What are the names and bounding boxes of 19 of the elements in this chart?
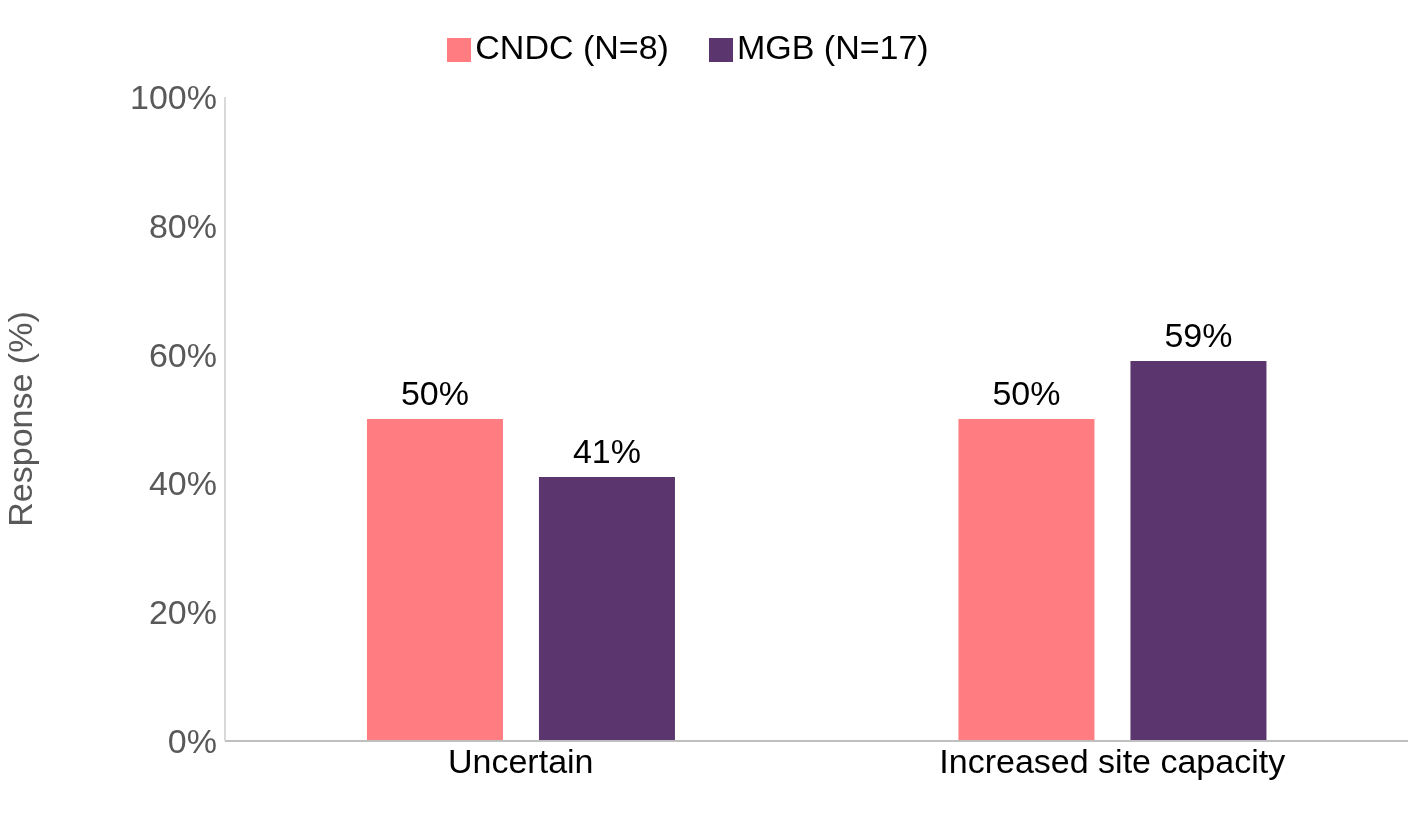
bar xyxy=(366,419,503,741)
y-tick-label: 0% xyxy=(167,722,217,761)
bar xyxy=(1130,361,1267,741)
y-tick-label: 100% xyxy=(130,78,217,117)
y-tick-label: 20% xyxy=(148,593,217,632)
data-label: 50% xyxy=(400,374,469,412)
legend-label: CNDC (N=8) xyxy=(475,28,669,66)
y-tick-label: 40% xyxy=(148,464,217,503)
bar xyxy=(538,476,675,741)
bar xyxy=(958,419,1095,741)
y-axis-title: Response (%) xyxy=(1,311,40,527)
data-label: 59% xyxy=(1164,316,1233,355)
data-label: 50% xyxy=(992,374,1061,412)
legend-label: MGB (N=17) xyxy=(736,28,929,66)
y-tick-label: 80% xyxy=(148,206,217,245)
x-tick-label: Increased site capacity xyxy=(939,742,1286,781)
data-label: 41% xyxy=(572,431,641,470)
y-tick-label: 60% xyxy=(148,335,217,374)
x-tick-label: Uncertain xyxy=(447,742,594,781)
